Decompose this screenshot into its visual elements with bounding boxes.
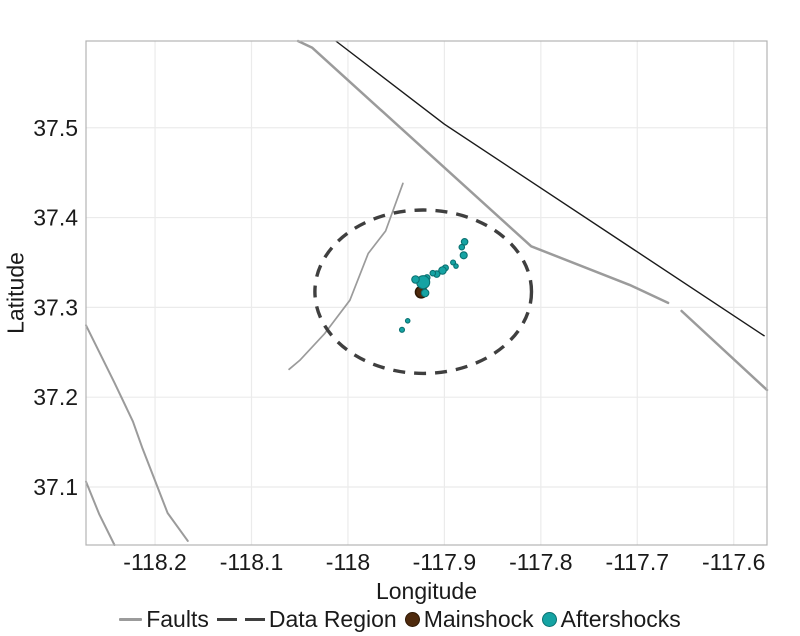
x-tick-label: -117.9 — [413, 549, 477, 575]
aftershock-point — [453, 263, 459, 269]
y-axis-title: Latitude — [2, 252, 29, 334]
fault-line — [85, 480, 116, 546]
y-tick-label: 37.5 — [33, 115, 78, 141]
legend-label-mainshock: Mainshock — [423, 606, 534, 632]
x-tick-label: -118 — [326, 549, 370, 575]
legend-item-aftershocks: Aftershocks — [541, 604, 681, 635]
x-tick-label: -118.2 — [123, 549, 187, 575]
legend-label-data-region: Data Region — [268, 606, 397, 632]
aftershocks-marker-swatch — [541, 612, 557, 627]
y-tick-label: 37.1 — [33, 474, 78, 500]
x-axis-title: Longitude — [375, 578, 478, 604]
aftershock-point — [458, 243, 466, 251]
aftershock-point — [404, 317, 411, 324]
x-tick-label: -118.1 — [220, 549, 284, 575]
aftershock-point — [438, 266, 447, 275]
panel-border — [85, 40, 768, 546]
aftershock-point — [459, 251, 468, 260]
mainshock-marker-swatch — [404, 612, 420, 627]
aftershock-point — [429, 269, 437, 277]
fault-line — [296, 39, 670, 305]
data-region-ellipse — [313, 208, 534, 376]
legend-label-aftershocks: Aftershocks — [560, 606, 681, 632]
faults-line-swatch — [119, 618, 143, 621]
legend: Faults Data Region Mainshock Aftershocks — [0, 604, 800, 635]
x-tick-label: -117.6 — [702, 549, 766, 575]
legend-item-faults: Faults — [119, 604, 209, 635]
data-region-dash-swatch — [216, 617, 265, 622]
legend-item-mainshock: Mainshock — [404, 604, 534, 635]
aftershock-point — [460, 238, 469, 246]
fault-line — [85, 324, 189, 542]
fault-line — [680, 309, 769, 392]
aftershock-point — [411, 275, 420, 284]
y-tick-label: 37.4 — [33, 205, 78, 231]
y-tick-label: 37.2 — [33, 384, 78, 410]
aftershock-point — [450, 259, 457, 266]
x-tick-label: -117.7 — [606, 549, 670, 575]
fault-line — [288, 182, 404, 371]
aftershock-point — [398, 326, 406, 333]
aftershock-point — [420, 288, 430, 298]
y-tick-label: 37.3 — [33, 294, 78, 320]
legend-item-data-region: Data Region — [216, 604, 397, 635]
legend-label-faults: Faults — [146, 606, 209, 632]
boundary-line — [335, 40, 765, 337]
x-tick-label: -117.8 — [509, 549, 573, 575]
plot-area: -118.2 -118.1 -118 -117.9 -117.8 -117.7 -117.6… — [33, 39, 769, 575]
